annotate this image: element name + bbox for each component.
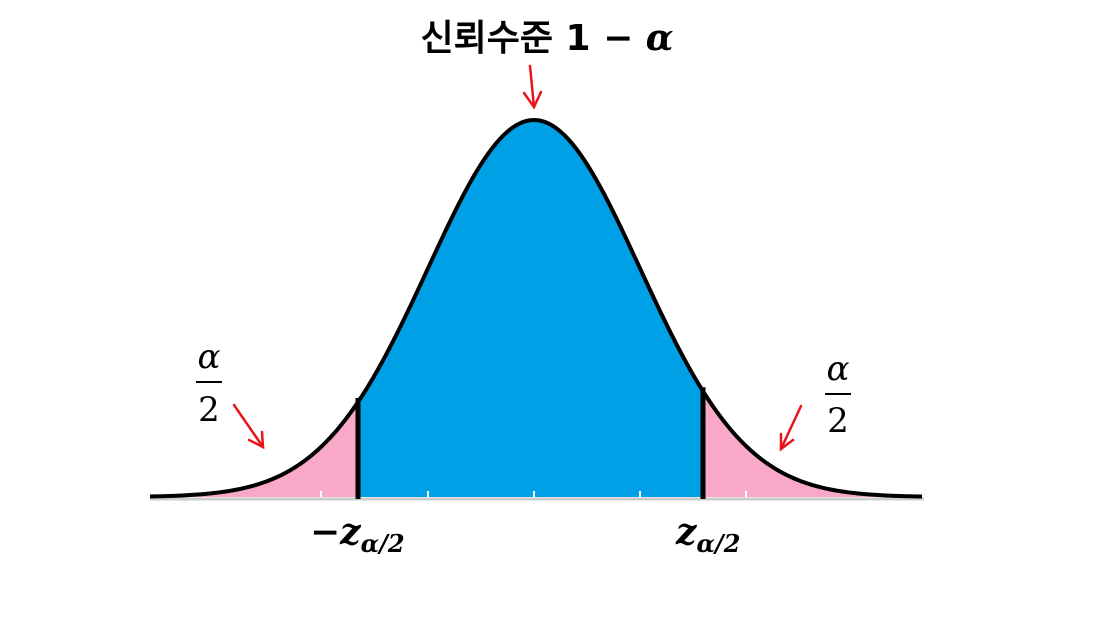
left-critical-main: −z <box>310 511 362 553</box>
right-critical-main: z <box>675 511 698 553</box>
right-tail-arrow-icon <box>779 404 803 452</box>
right-tail-denominator: 2 <box>827 401 849 441</box>
left-tail-arrow-icon <box>232 403 265 450</box>
bell-curve <box>149 117 923 499</box>
left-tail-denominator: 2 <box>198 390 220 430</box>
left-tail-numerator: α <box>198 337 221 377</box>
title-text: 신뢰수준 1 − <box>421 18 646 59</box>
right-critical-subscript: α/2 <box>696 529 740 558</box>
left-tail-label: α 2 <box>196 337 222 430</box>
right-tail-region <box>703 391 922 497</box>
title-alpha: α <box>646 17 674 59</box>
right-tail-numerator: α <box>827 349 850 389</box>
left-critical-label: −zα/2 <box>310 511 405 558</box>
left-tail-region <box>150 402 358 497</box>
right-tail-label: α 2 <box>825 349 851 441</box>
left-critical-subscript: α/2 <box>361 529 405 558</box>
right-critical-label: zα/2 <box>675 511 740 558</box>
title: 신뢰수준 1 − α <box>421 17 674 59</box>
baseline-ticks <box>320 491 747 497</box>
confidence-region <box>358 120 703 497</box>
peak-arrow-icon <box>522 64 543 110</box>
